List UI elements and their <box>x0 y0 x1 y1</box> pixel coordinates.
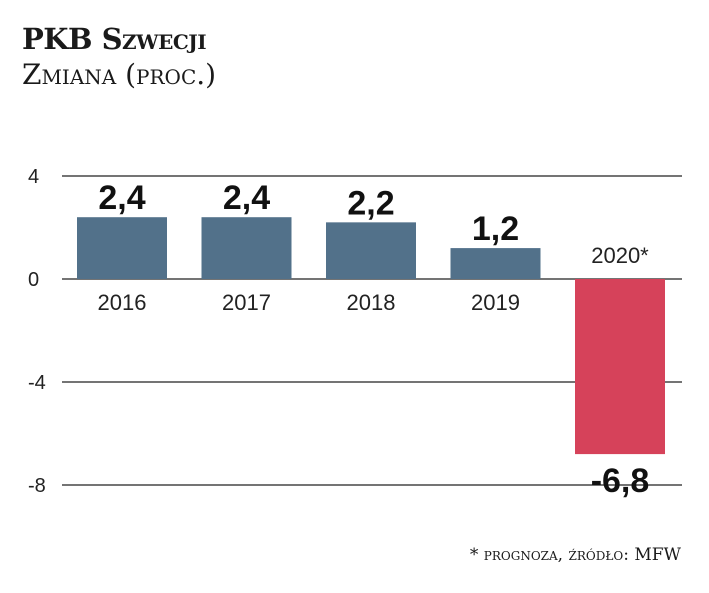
bar-2020 <box>575 279 665 455</box>
category-label-2016: 2016 <box>98 290 147 315</box>
y-tick-label-minus-8: -8 <box>28 475 46 497</box>
y-tick-label-4: 4 <box>28 166 39 188</box>
y-tick-label-minus-4: -4 <box>28 372 46 394</box>
category-label-2019: 2019 <box>471 290 520 315</box>
y-tick-label-0: 0 <box>28 269 39 291</box>
source-footnote: * prognoza, źródło: MFW <box>469 545 681 565</box>
bar-2017 <box>201 217 292 279</box>
bar-2018 <box>326 222 416 279</box>
chart-title: PKB Szwecji <box>22 22 207 56</box>
category-label-2017: 2017 <box>222 290 271 315</box>
bar-2019 <box>450 248 541 279</box>
category-label-2018: 2018 <box>347 290 396 315</box>
bar-2016 <box>77 217 167 279</box>
category-label-2020: 2020* <box>591 243 649 268</box>
chart-subtitle: Zmiana (proc.) <box>22 58 217 91</box>
value-label-2020: -6,8 <box>591 462 650 500</box>
value-label-2017: 2,4 <box>223 179 270 217</box>
value-label-2019: 1,2 <box>472 210 519 248</box>
value-label-2018: 2,2 <box>347 184 394 222</box>
value-label-2016: 2,4 <box>98 179 145 217</box>
